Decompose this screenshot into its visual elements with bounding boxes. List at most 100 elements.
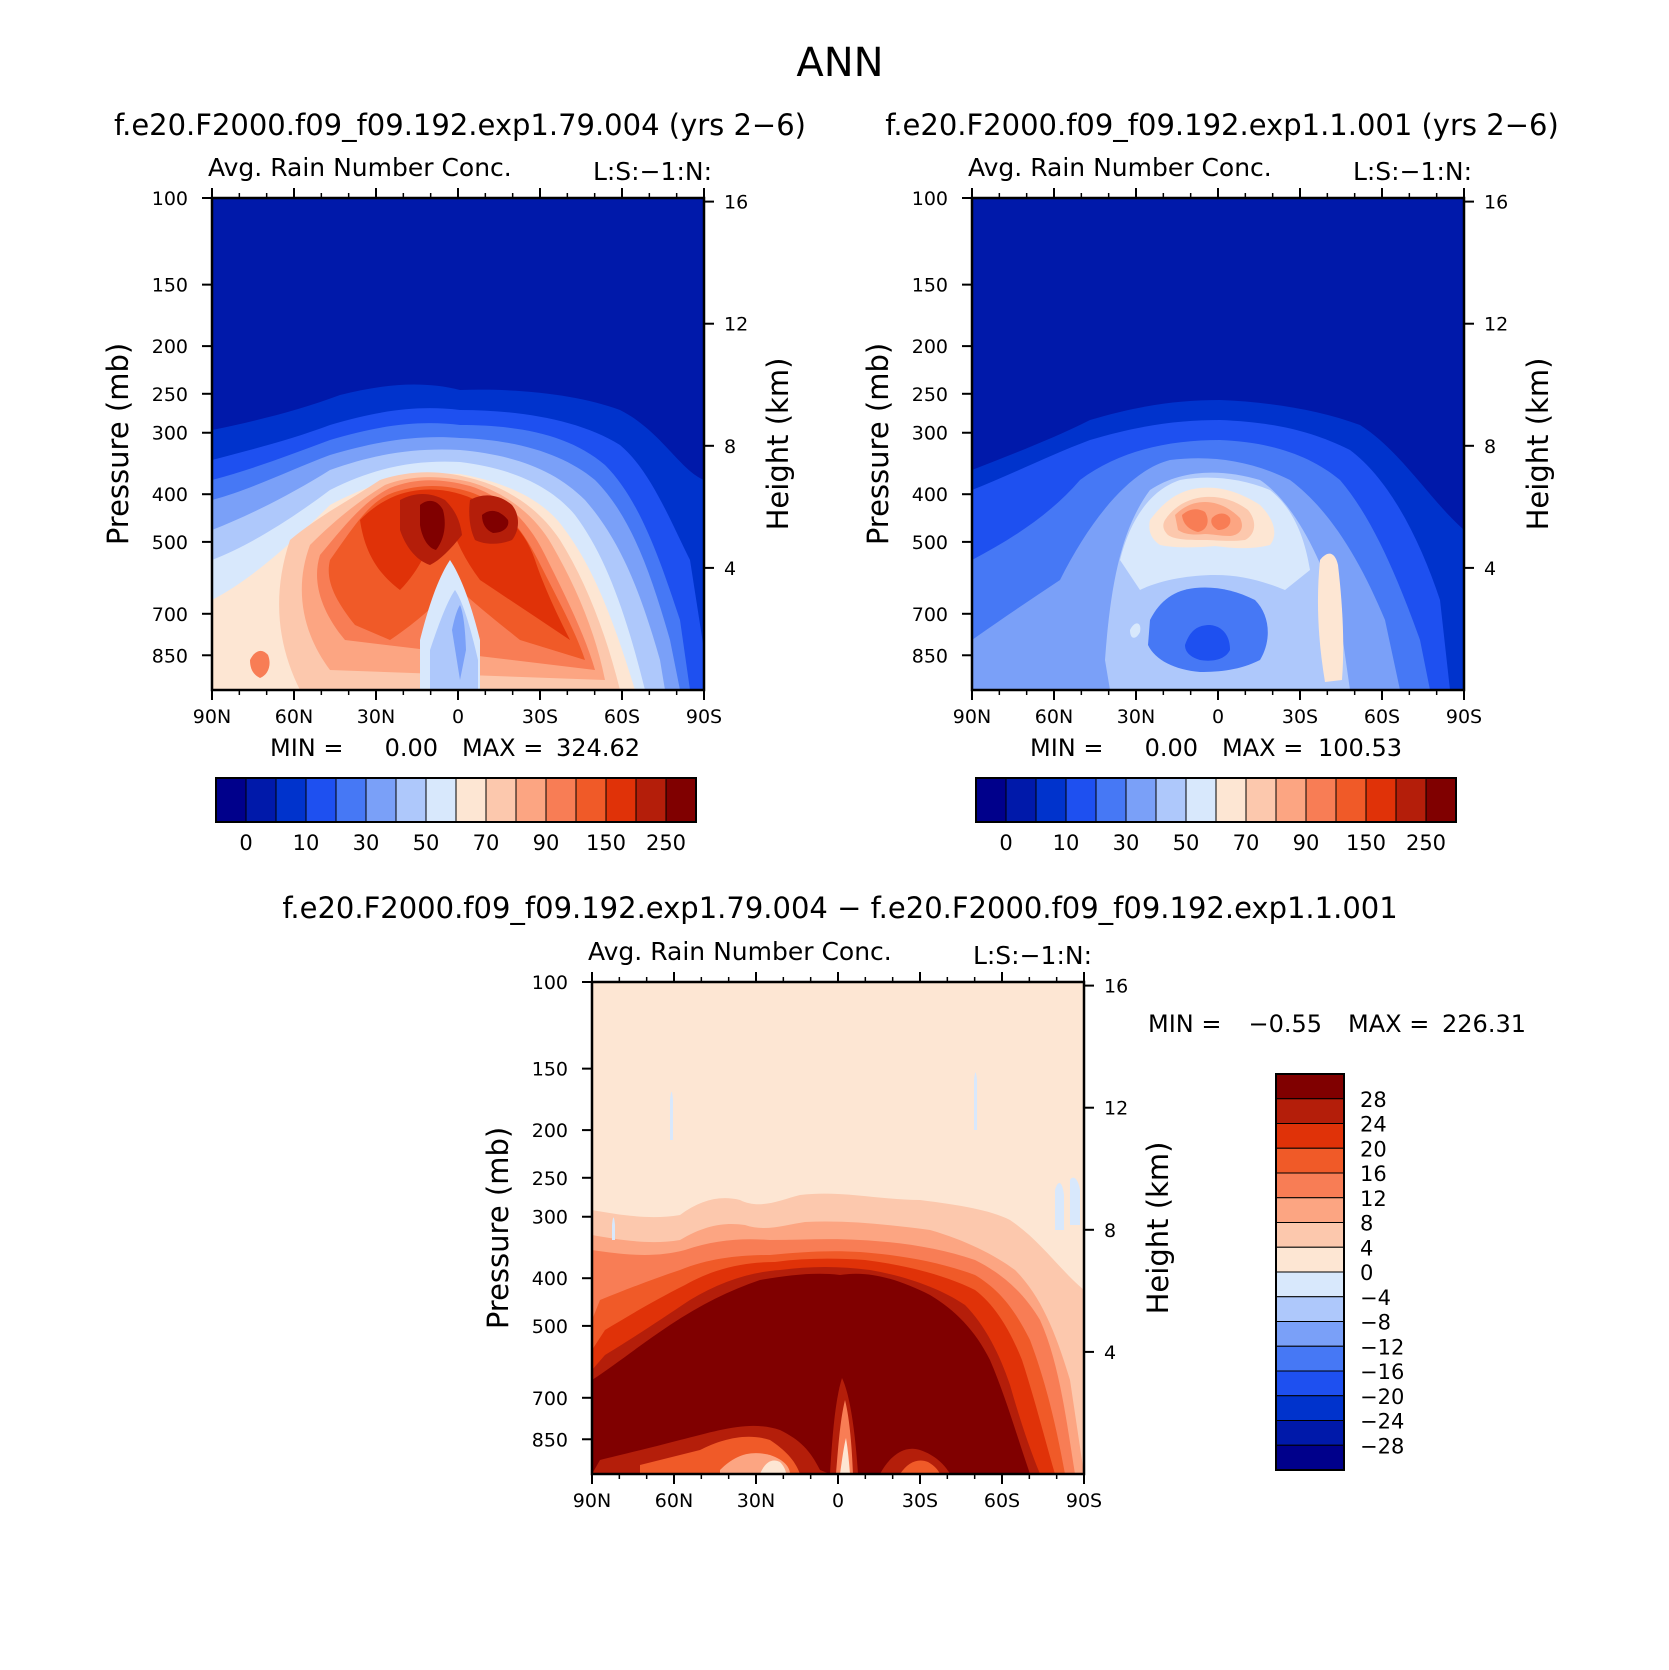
colorbar-swatch: [1215, 777, 1247, 823]
colorbar-swatch: [275, 777, 307, 823]
x-tick-label: 60S: [984, 1490, 1020, 1512]
y-tick-label: 850: [532, 1429, 568, 1451]
colorbar-label: 10: [1053, 831, 1080, 855]
colorbar-swatch: [635, 777, 667, 823]
colorbar-swatch: [1065, 777, 1097, 823]
x-tick-label: 30S: [1282, 706, 1318, 728]
colorbar-swatch: [1125, 777, 1157, 823]
colorbar-swatch: [1275, 1395, 1345, 1421]
colorbar-swatch: [1275, 1098, 1345, 1124]
control-x-ticks: 90N 60N 30N 0 30S 60S 90S: [953, 188, 1482, 728]
x-tick-label: 0: [832, 1490, 844, 1512]
y-tick-label: 250: [912, 384, 948, 406]
x-tick-label: 60S: [604, 706, 640, 728]
colorbar-label: −4: [1360, 1286, 1391, 1310]
control-y2label: Height (km): [1521, 358, 1555, 531]
x-tick-label: 90S: [1066, 1490, 1102, 1512]
x-tick-label: 90N: [953, 706, 991, 728]
model-x-ticks: 90N 60N 30N 0 30S 60S 90S: [193, 188, 722, 728]
colorbar-swatch: [1275, 1420, 1345, 1446]
colorbar-label: −28: [1360, 1434, 1404, 1458]
control-panel: 90N 60N 30N 0 30S 60S 90S 10015020025030040050…: [861, 153, 1555, 855]
colorbar-swatch: [1005, 777, 1037, 823]
difference-y2label: Height (km): [1141, 1142, 1175, 1315]
y-tick-label: 500: [152, 532, 188, 554]
control-y-ticks: 100 150 200 250 300 400 500 700 850: [912, 188, 972, 667]
difference-x-ticks: 90N 60N 30N 0 30S 60S 90S: [573, 972, 1102, 1512]
y2-tick-label: 8: [1104, 1220, 1116, 1242]
y-tick-label: 400: [532, 1268, 568, 1290]
difference-y-ticks: 100 150 200 250 300 400 500 700 850: [532, 972, 592, 1451]
y2-tick-label: 12: [1104, 1098, 1128, 1120]
colorbar-swatch: [485, 777, 517, 823]
x-tick-label: 0: [452, 706, 464, 728]
colorbar-swatch: [1035, 777, 1067, 823]
colorbar-label: 250: [1406, 831, 1446, 855]
y-tick-label: 400: [912, 484, 948, 506]
y2-tick-label: 16: [1484, 192, 1508, 214]
x-tick-label: 30S: [522, 706, 558, 728]
x-tick-label: 30S: [902, 1490, 938, 1512]
control-y2-ticks: 16 12 8 4: [1464, 192, 1508, 580]
model-run-title: f.e20.F2000.f09_f09.192.exp1.79.004 (yrs…: [114, 108, 806, 142]
model-colorbar: 0 10 30 50 70 90 150 250: [215, 777, 697, 855]
control-run-title: f.e20.F2000.f09_f09.192.exp1.1.001 (yrs …: [885, 108, 1559, 142]
control-field: [972, 198, 1464, 690]
colorbar-swatch: [575, 777, 607, 823]
model-min-label: MIN =: [270, 734, 343, 762]
colorbar-swatch: [1395, 777, 1427, 823]
colorbar-frame: [215, 777, 697, 823]
x-tick-label: 30N: [737, 1490, 775, 1512]
colorbar-label: 4: [1360, 1236, 1373, 1260]
colorbar-swatch: [335, 777, 367, 823]
model-min-value: 0.00: [385, 734, 438, 762]
colorbar-swatch: [1335, 777, 1367, 823]
colorbar-swatch: [605, 777, 637, 823]
difference-y2-ticks: 16 12 8 4: [1084, 976, 1128, 1364]
y-tick-label: 300: [152, 423, 188, 445]
season-title: ANN: [796, 40, 883, 86]
colorbar-swatch: [1275, 1321, 1345, 1347]
difference-min-value: −0.55: [1248, 1010, 1322, 1038]
colorbar-swatch: [1155, 777, 1187, 823]
colorbar-frame: [975, 777, 1457, 823]
model-y-ticks: 100 150 200 250 300 400 500 700 850: [152, 188, 212, 667]
y-tick-label: 200: [912, 336, 948, 358]
colorbar-swatch: [975, 777, 1007, 823]
y-tick-label: 500: [912, 532, 948, 554]
colorbar-swatch: [1275, 1123, 1345, 1149]
x-tick-label: 60N: [655, 1490, 693, 1512]
y-tick-label: 850: [912, 645, 948, 667]
colorbar-label: −8: [1360, 1311, 1391, 1335]
x-tick-label: 90S: [1446, 706, 1482, 728]
colorbar-label: 70: [473, 831, 500, 855]
colorbar-label: 70: [1233, 831, 1260, 855]
colorbar-label: 28: [1360, 1088, 1387, 1112]
difference-var-title: Avg. Rain Number Conc.: [588, 937, 892, 966]
control-max-value: 100.53: [1318, 734, 1402, 762]
colorbar-label: 12: [1360, 1187, 1387, 1211]
difference-min-label: MIN =: [1148, 1010, 1221, 1038]
colorbar-swatch: [215, 777, 247, 823]
y-tick-label: 100: [912, 188, 948, 210]
colorbar-swatch: [665, 777, 697, 823]
y-tick-label: 200: [532, 1120, 568, 1142]
y-tick-label: 250: [152, 384, 188, 406]
colorbar-label: 150: [586, 831, 626, 855]
colorbar-swatch: [1245, 777, 1277, 823]
x-tick-label: 60N: [275, 706, 313, 728]
model-ylabel: Pressure (mb): [101, 343, 135, 545]
colorbar-swatch: [1425, 777, 1457, 823]
y2-tick-label: 12: [1484, 314, 1508, 336]
colorbar-swatch: [245, 777, 277, 823]
colorbar-swatch: [515, 777, 547, 823]
y2-tick-label: 4: [1484, 558, 1496, 580]
y-tick-label: 700: [152, 604, 188, 626]
colorbar-swatch: [1275, 1444, 1345, 1471]
y-tick-label: 300: [912, 423, 948, 445]
control-var-title: Avg. Rain Number Conc.: [968, 153, 1272, 182]
y-tick-label: 850: [152, 645, 188, 667]
colorbar-label: −24: [1360, 1410, 1404, 1434]
model-max-label: MAX =: [462, 734, 543, 762]
